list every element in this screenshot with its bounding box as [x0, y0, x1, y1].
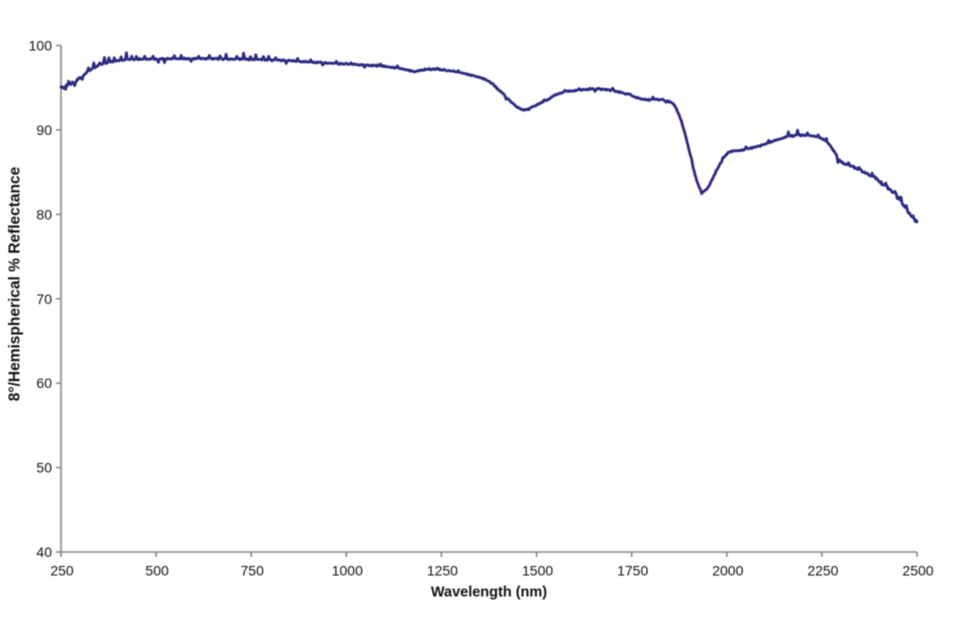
svg-text:80: 80: [36, 206, 52, 222]
svg-text:50: 50: [36, 460, 52, 476]
svg-text:1000: 1000: [332, 563, 363, 579]
svg-text:70: 70: [36, 291, 52, 307]
svg-text:750: 750: [241, 563, 265, 579]
svg-text:40: 40: [36, 544, 52, 560]
svg-text:Wavelength (nm): Wavelength (nm): [431, 585, 547, 601]
svg-text:1750: 1750: [617, 563, 648, 579]
svg-text:2000: 2000: [712, 563, 743, 579]
svg-text:60: 60: [36, 375, 52, 391]
svg-text:2250: 2250: [807, 563, 838, 579]
svg-text:100: 100: [29, 38, 53, 54]
svg-text:500: 500: [145, 563, 169, 579]
svg-text:90: 90: [36, 122, 52, 138]
svg-text:2500: 2500: [902, 563, 933, 579]
svg-text:8°/Hemispherical % Reflectance: 8°/Hemispherical % Reflectance: [7, 166, 24, 401]
svg-text:1500: 1500: [522, 563, 553, 579]
svg-text:250: 250: [50, 563, 74, 579]
svg-text:1250: 1250: [427, 563, 458, 579]
